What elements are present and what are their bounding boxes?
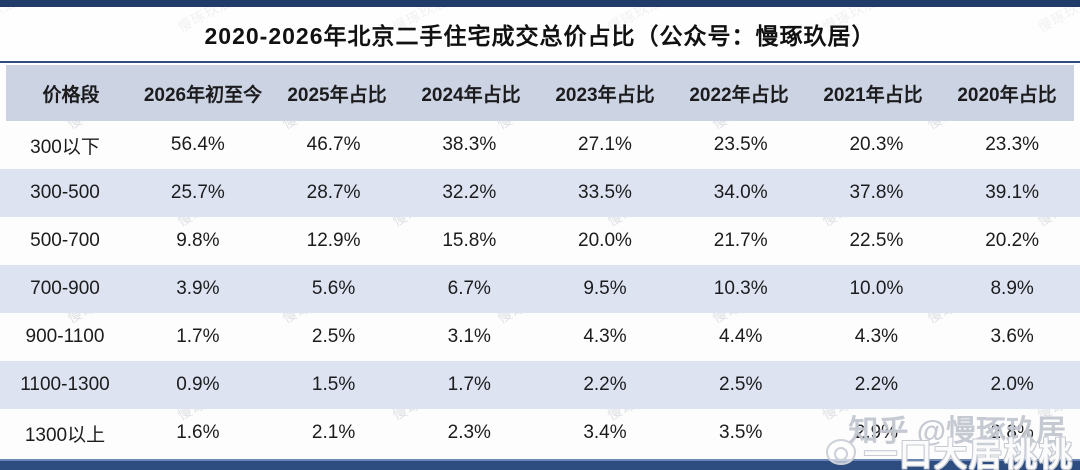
- value-cell: 2.9%: [854, 422, 899, 443]
- value-cell: 2.3%: [447, 422, 491, 443]
- value-cell: 9.8%: [176, 230, 220, 251]
- table-row: 900-1100 1.7% 2.5% 3.1% 4.3% 4.4% 4.3% 3.6%: [0, 313, 1080, 361]
- value-cell: 33.5%: [578, 182, 632, 203]
- value-cell: 10.3%: [713, 278, 768, 299]
- value-cell: 1.5%: [311, 374, 356, 395]
- value-cell: 28.7%: [306, 182, 361, 203]
- title-bar: 2020-2026年北京二手住宅成交总价占比（公众号：慢琢玖居）: [0, 7, 1080, 61]
- value-cell: 8.9%: [990, 278, 1034, 299]
- value-cell: 20.3%: [849, 134, 904, 155]
- column-header: 价格段: [42, 84, 100, 106]
- value-cell: 21.7%: [713, 230, 768, 251]
- value-cell: 32.2%: [442, 182, 497, 203]
- value-cell: 2.5%: [311, 326, 356, 347]
- price-band-cell: 1300以上: [24, 424, 106, 446]
- value-cell: 38.3%: [442, 134, 497, 155]
- value-cell: 2.5%: [719, 374, 763, 395]
- price-band-cell: 900-1100: [25, 326, 105, 347]
- table-row: 700-900 3.9% 5.6% 6.7% 9.5% 10.3% 10.0% 8.9%: [0, 265, 1080, 313]
- value-cell: 4.3%: [583, 326, 627, 347]
- value-cell: 46.7%: [306, 134, 361, 155]
- column-header: 2023年占比: [555, 84, 655, 106]
- column-header: 2026年初至今: [143, 84, 263, 106]
- value-cell: 9.5%: [583, 278, 627, 299]
- table-row: 500-700 9.8% 12.9% 15.8% 20.0% 21.7% 22.5% 20.2…: [0, 217, 1080, 265]
- value-cell: 23.3%: [985, 134, 1040, 155]
- value-cell: 3.9%: [176, 278, 220, 299]
- page-title: 2020-2026年北京二手住宅成交总价占比（公众号：慢琢玖居）: [204, 23, 876, 49]
- value-cell: 0.9%: [176, 374, 220, 395]
- table-row: 300以下 56.4% 46.7% 38.3% 27.1% 23.5% 20.3% 23.3%: [0, 121, 1080, 169]
- value-cell: 1.7%: [176, 326, 220, 347]
- table-row: 300-500 25.7% 28.7% 32.2% 33.5% 34.0% 37.8% 39.…: [0, 169, 1080, 217]
- top-border: [0, 0, 1080, 7]
- value-cell: 10.0%: [849, 278, 904, 299]
- table-body: 300以下 56.4% 46.7% 38.3% 27.1% 23.5% 20.3% 23.3%…: [0, 121, 1080, 459]
- value-cell: 3.1%: [447, 326, 491, 347]
- column-header: 2022年占比: [689, 84, 789, 106]
- column-header: 2025年占比: [287, 84, 387, 106]
- value-cell: 4.3%: [854, 326, 899, 347]
- table-row: 1100-1300 0.9% 1.5% 1.7% 2.2% 2.5% 2.2% 2.0%: [0, 361, 1080, 409]
- value-cell: 27.1%: [578, 134, 632, 155]
- price-band-cell: 500-700: [30, 230, 100, 251]
- value-cell: 25.7%: [170, 182, 225, 203]
- value-cell: 1.7%: [447, 374, 491, 395]
- value-cell: 20.2%: [985, 230, 1040, 251]
- value-cell: 1.6%: [176, 422, 220, 443]
- value-cell: 3.4%: [583, 422, 627, 443]
- bottom-border: [0, 459, 1080, 470]
- value-cell: 37.8%: [849, 182, 904, 203]
- value-cell: 34.0%: [713, 182, 768, 203]
- price-band-cell: 700-900: [30, 278, 100, 299]
- value-cell: 23.5%: [713, 134, 768, 155]
- table-header-row: 价格段 2026年初至今 2025年占比 2024年占比 2023年占比 2022年占比 2…: [6, 65, 1074, 121]
- table-row: 1300以上 1.6% 2.1% 2.3% 3.4% 3.5% 2.9% 2.8%: [0, 409, 1080, 457]
- title-divider: [0, 61, 1080, 63]
- value-cell: 20.0%: [578, 230, 632, 251]
- value-cell: 2.0%: [990, 374, 1034, 395]
- column-header: 2024年占比: [421, 84, 521, 106]
- value-cell: 6.7%: [447, 278, 491, 299]
- value-cell: 3.6%: [990, 326, 1034, 347]
- price-band-cell: 300以下: [30, 136, 100, 158]
- value-cell: 3.5%: [719, 422, 763, 443]
- price-band-cell: 1100-1300: [20, 374, 110, 395]
- value-cell: 2.1%: [311, 422, 356, 443]
- value-cell: 2.2%: [583, 374, 627, 395]
- value-cell: 22.5%: [849, 230, 904, 251]
- value-cell: 39.1%: [985, 182, 1040, 203]
- value-cell: 12.9%: [306, 230, 361, 251]
- value-cell: 15.8%: [442, 230, 497, 251]
- column-header: 2020年占比: [957, 84, 1057, 106]
- value-cell: 2.8%: [990, 422, 1034, 443]
- price-band-cell: 300-500: [30, 182, 100, 203]
- value-cell: 56.4%: [170, 134, 225, 155]
- value-cell: 2.2%: [854, 374, 899, 395]
- value-cell: 5.6%: [311, 278, 356, 299]
- column-header: 2021年占比: [823, 84, 923, 106]
- value-cell: 4.4%: [719, 326, 763, 347]
